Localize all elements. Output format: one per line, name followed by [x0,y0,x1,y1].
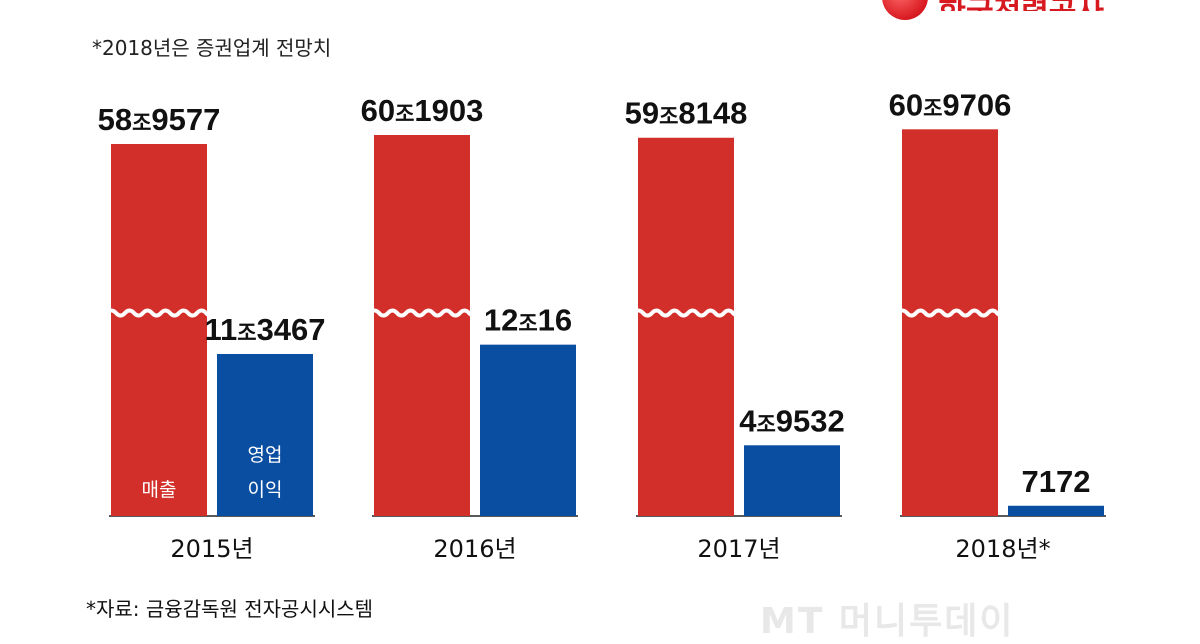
operating-profit-value-label: 11조3467 [204,312,325,347]
sales-value-label: 58조9577 [98,102,221,137]
watermark: MT 머니투데이 [760,601,1015,642]
axis-break-mark [368,308,480,318]
sales-bar [638,137,734,516]
x-tick-label: 2015년 [170,535,253,563]
operating-profit-value-label: 7172 [1022,464,1091,499]
bar-chart: 58조9577 11조3467 2015년 60조1903 12조16 2016년 59조8… [98,87,1106,563]
series-label-op-line2: 이익 [248,479,283,501]
operating-profit-value-label: 12조16 [484,303,572,338]
logo-text: 한국전력공사 [938,0,1104,11]
chart-page: 한국전력공사 *2018년은 증권업계 전망치 58조9577 11조3467 20… [86,0,1106,642]
series-label-op-line1: 영업 [248,444,283,466]
sales-bar [111,144,207,516]
sales-value-label: 60조9706 [889,87,1012,122]
sales-bar [902,129,998,516]
sales-bar [374,135,470,516]
series-label-sales: 매출 [142,479,177,501]
axis-break-mark [632,308,744,318]
operating-profit-bar [480,344,576,516]
sales-value-label: 59조8148 [625,96,748,131]
x-tick-label: 2017년 [697,535,780,563]
operating-profit-bar [217,354,313,516]
source-note: *자료: 금융감독원 전자공시시스템 [86,597,374,621]
sales-value-label: 60조1903 [361,93,484,128]
x-tick-label: 2018년* [955,535,1050,563]
kepco-logo-icon [882,0,929,20]
forecast-note: *2018년은 증권업계 전망치 [92,36,332,60]
x-tick-label: 2016년 [433,535,516,563]
axis-break-mark [896,308,1008,318]
operating-profit-bar [1008,505,1104,516]
axis-break-mark [105,308,217,318]
operating-profit-value-label: 4조9532 [739,403,845,438]
kepco-logo: 한국전력공사 [882,0,1104,20]
operating-profit-bar [744,445,840,516]
